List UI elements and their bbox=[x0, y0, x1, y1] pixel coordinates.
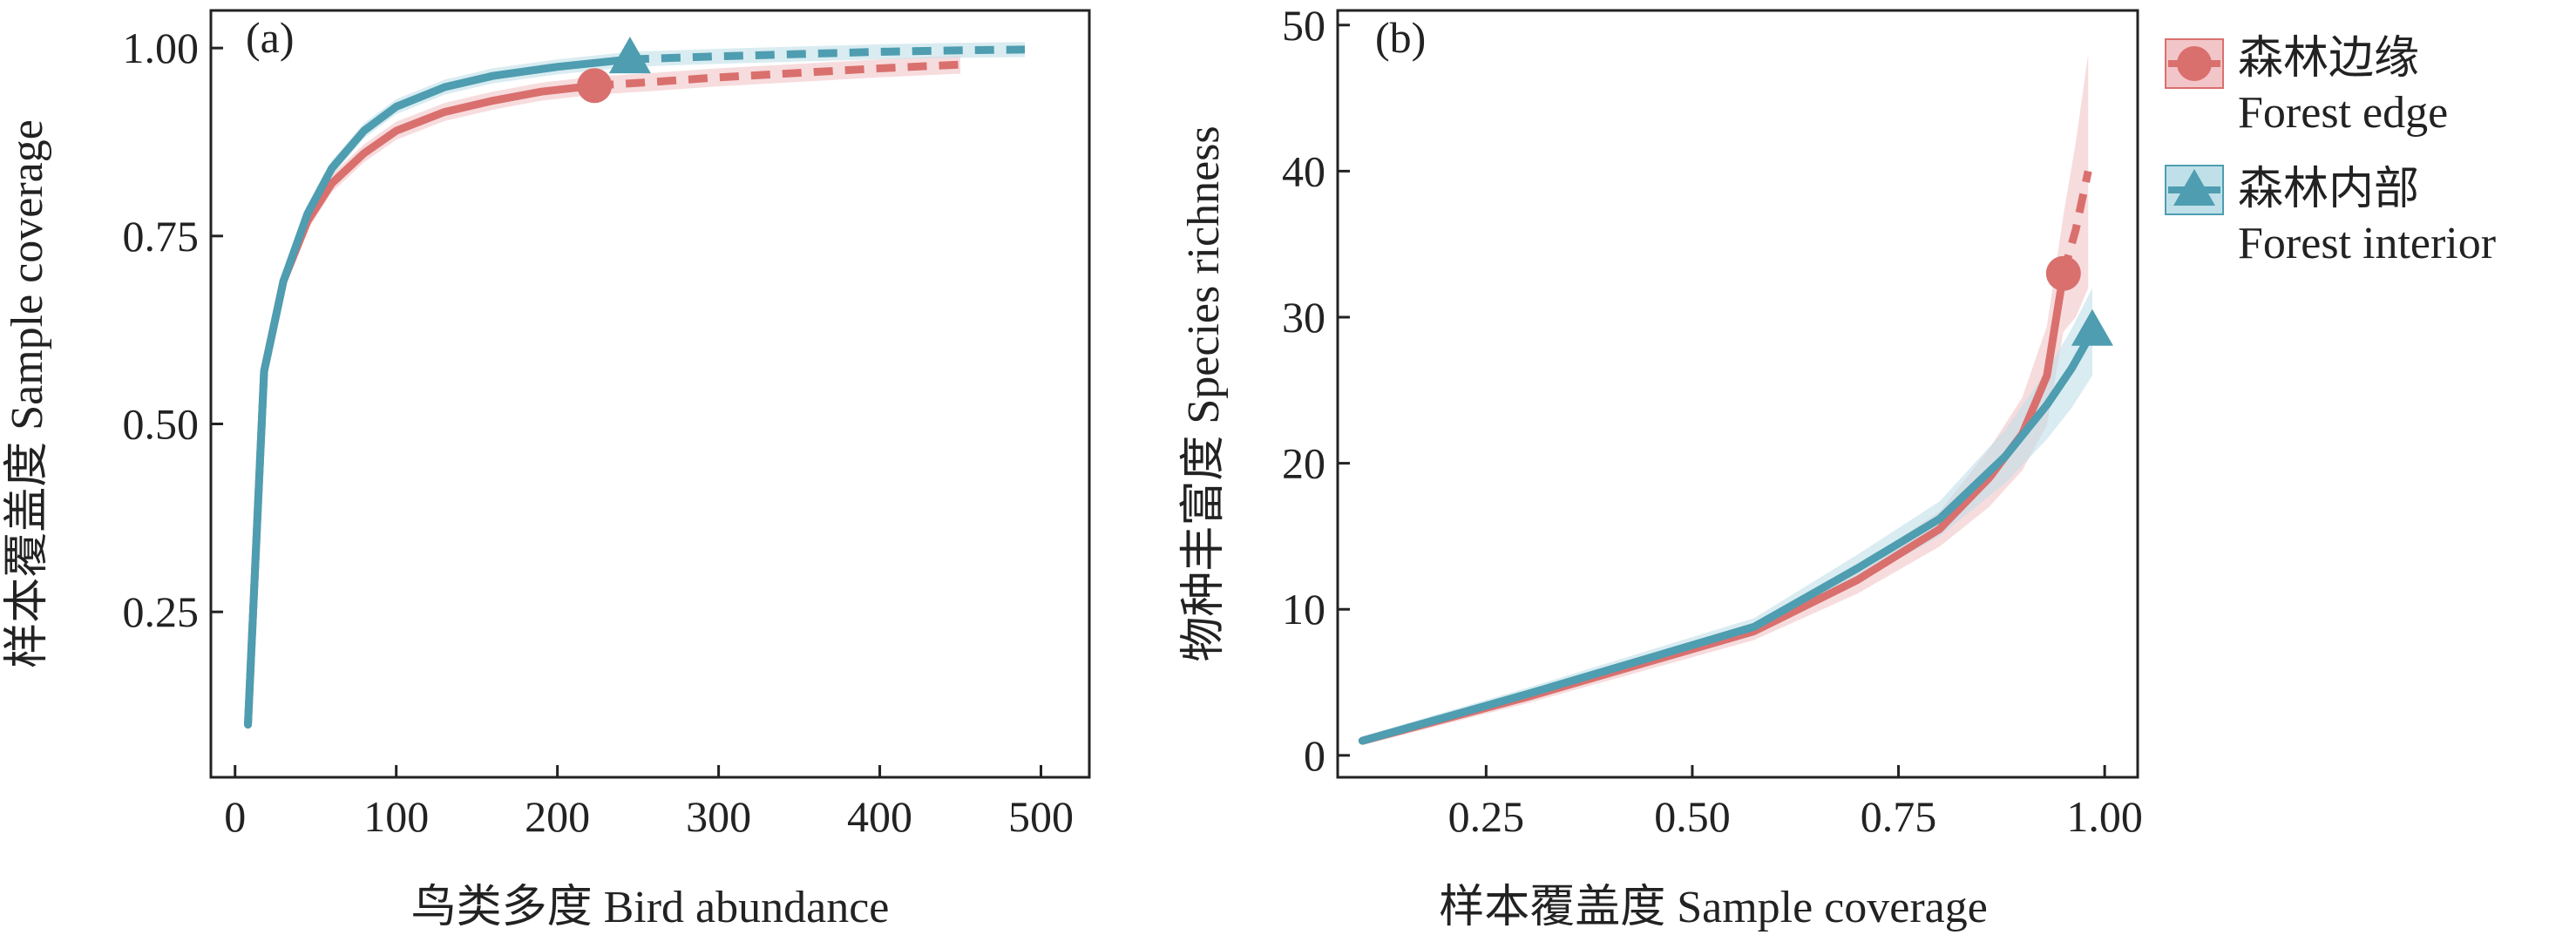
panel-b-y-axis-title: 物种丰富度 Species richness bbox=[1179, 125, 1229, 661]
legend-forest-edge-circle-icon bbox=[2177, 46, 2212, 81]
x-tick-label: 400 bbox=[847, 792, 912, 841]
legend-forest-edge-label-en: Forest edge bbox=[2238, 88, 2448, 138]
x-tick-label: 300 bbox=[686, 792, 751, 841]
y-tick-label: 0.25 bbox=[123, 587, 200, 636]
y-tick-label: 20 bbox=[1282, 439, 1325, 488]
y-tick-label: 10 bbox=[1282, 585, 1325, 633]
y-tick-label: 40 bbox=[1282, 146, 1325, 195]
x-tick-label: 500 bbox=[1008, 792, 1074, 841]
legend-forest-edge-label-zh: 森林边缘 bbox=[2238, 34, 2419, 84]
panel-a-x-ticks: 0 100 200 300 400 500 bbox=[224, 765, 1074, 841]
legend-item-forest-edge: 森林边缘 Forest edge bbox=[2165, 34, 2448, 138]
y-tick-label: 50 bbox=[1282, 1, 1325, 50]
x-tick-label: 200 bbox=[525, 792, 590, 841]
forest-edge-interpolated-line bbox=[244, 81, 599, 729]
forest-interior-observed-point bbox=[608, 37, 651, 74]
forest-interior-interpolated-line bbox=[244, 55, 634, 729]
panel-a-confidence-bands bbox=[247, 42, 1026, 734]
x-tick-label: 0.25 bbox=[1448, 792, 1525, 841]
panel-b-y-ticks: 0 10 20 30 40 50 bbox=[1282, 1, 1350, 780]
forest-interior-observed-point bbox=[2071, 308, 2113, 346]
forest-interior-confidence-band bbox=[1362, 288, 2092, 746]
legend-forest-interior-label-en: Forest interior bbox=[2238, 219, 2496, 268]
panel-a-y-ticks: 0.25 0.50 0.75 1.00 bbox=[123, 24, 223, 636]
panel-a-sample-coverage-vs-abundance: 0 100 200 300 400 500 0.25 0.50 0.75 1.00 (a) 鸟类… bbox=[3, 9, 1091, 932]
forest-interior-extrapolated-line bbox=[629, 45, 1026, 64]
panel-a-y-axis-title: 样本覆盖度 Sample coverage bbox=[3, 119, 52, 668]
panel-a-x-axis-title: 鸟类多度 Bird abundance bbox=[411, 883, 890, 932]
legend: 森林边缘 Forest edge 森林内部 Forest interior bbox=[2165, 34, 2496, 268]
y-tick-label: 30 bbox=[1282, 293, 1325, 342]
forest-interior-interpolated-line bbox=[1358, 328, 2097, 745]
panel-a-observed-markers bbox=[577, 37, 651, 104]
forest-edge-observed-point bbox=[2045, 255, 2081, 291]
x-tick-label: 0.50 bbox=[1654, 792, 1731, 841]
x-tick-label: 0 bbox=[224, 792, 246, 841]
y-tick-label: 1.00 bbox=[123, 24, 200, 72]
panel-a-series-lines bbox=[244, 45, 1026, 729]
panel-b-label: (b) bbox=[1375, 13, 1426, 62]
legend-forest-interior-triangle-icon bbox=[2173, 169, 2215, 206]
forest-edge-extrapolated-line bbox=[593, 60, 961, 90]
y-tick-label: 0 bbox=[1304, 731, 1325, 780]
x-tick-label: 100 bbox=[363, 792, 429, 841]
panel-b-x-axis-title: 样本覆盖度 Sample coverage bbox=[1439, 883, 1988, 932]
forest-edge-interpolated-line bbox=[1358, 269, 2068, 745]
panel-b-x-ticks: 0.25 0.50 0.75 1.00 bbox=[1448, 765, 2143, 841]
panel-b-observed-markers bbox=[2045, 255, 2113, 346]
panel-b-frame bbox=[1336, 9, 2139, 779]
legend-item-forest-interior: 森林内部 Forest interior bbox=[2165, 165, 2496, 268]
forest-edge-observed-point bbox=[577, 68, 613, 104]
y-tick-label: 0.50 bbox=[123, 400, 200, 449]
panel-a-label: (a) bbox=[246, 13, 295, 62]
panel-b-species-richness-vs-coverage: 0.25 0.50 0.75 1.00 0 10 20 30 40 50 (b) 样本覆盖度 S… bbox=[1179, 1, 2143, 932]
panel-a-frame bbox=[209, 9, 1091, 779]
legend-forest-interior-label-zh: 森林内部 bbox=[2238, 165, 2419, 214]
x-tick-label: 0.75 bbox=[1861, 792, 1937, 841]
x-tick-label: 1.00 bbox=[2066, 792, 2143, 841]
y-tick-label: 0.75 bbox=[123, 212, 200, 261]
